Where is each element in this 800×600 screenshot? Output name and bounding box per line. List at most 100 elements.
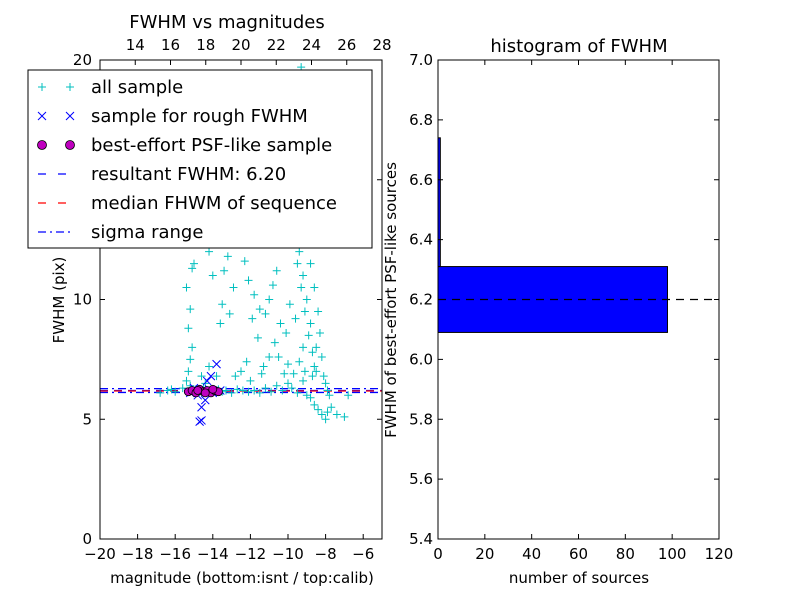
- legend-label: resultant FWHM: 6.20: [91, 164, 286, 185]
- legend-label: median FHWM of sequence: [91, 193, 337, 214]
- point-s0-56: [240, 257, 249, 266]
- point-s0-99: [218, 300, 227, 309]
- point-s0-123: [325, 391, 334, 400]
- point-s0-115: [306, 259, 315, 268]
- point-s0-63: [272, 266, 281, 275]
- point-s0-119: [317, 352, 326, 361]
- point-s0-39: [178, 384, 187, 393]
- histogram-xlabel: number of sources: [509, 569, 649, 587]
- xtick-label: −16: [159, 545, 191, 563]
- ytick-label: 0: [82, 530, 92, 548]
- point-s0-60: [261, 309, 270, 318]
- point-s0-133: [246, 376, 255, 385]
- point-s0-80: [308, 348, 317, 357]
- histogram-ylabel: FWHM of best-effort PSF-like sources: [382, 162, 400, 438]
- point-s0-10: [221, 386, 230, 395]
- point-s0-44: [184, 324, 193, 333]
- point-s0-94: [248, 314, 257, 323]
- point-s0-81: [310, 362, 319, 371]
- point-s0-121: [321, 379, 330, 388]
- point-s0-84: [302, 295, 311, 304]
- point-s0-135: [205, 362, 214, 371]
- point-s0-137: [197, 372, 206, 381]
- point-s0-28: [314, 405, 323, 414]
- point-s0-16: [255, 388, 264, 397]
- point-s0-93: [253, 333, 262, 342]
- point-s0-62: [268, 281, 277, 290]
- xtick-label: −18: [122, 545, 154, 563]
- hist-ytick-label: 5.6: [409, 470, 433, 488]
- legend-entry-4: median FHWM of sequence: [38, 193, 337, 214]
- top-tick-label: 14: [126, 36, 145, 54]
- ytick-label: 20: [73, 51, 92, 69]
- point-s0-98: [225, 309, 234, 318]
- hist-xtick-label: 0: [433, 545, 443, 563]
- point-s0-118: [315, 329, 324, 338]
- top-tick-label: 18: [196, 36, 215, 54]
- legend-entries: all sample sample for rough FWHM best-effo…: [37, 77, 337, 243]
- histogram-ticks: 0 20 40 60 80 100 120 5.4 5.6 5.8 6.0 6.2 6.4 6.6 6.8 7…: [409, 51, 733, 563]
- legend-entry-0: all sample: [38, 77, 183, 98]
- point-s0-53: [223, 252, 232, 261]
- legend-box: [27, 69, 373, 249]
- point-s0-52: [220, 266, 229, 275]
- point-s0-35: [344, 391, 353, 400]
- point-s0-92: [259, 362, 268, 371]
- point-s0-86: [291, 314, 300, 323]
- point-s1-1: [197, 416, 206, 425]
- xtick-label: −12: [235, 545, 267, 563]
- point-s1-4: [202, 376, 212, 386]
- point-s0-18: [267, 387, 276, 396]
- legend-entry-5: sigma range: [38, 222, 203, 243]
- point-s0-77: [297, 283, 306, 292]
- legend-label: sample for rough FWHM: [91, 106, 308, 127]
- point-s0-124: [312, 343, 321, 352]
- point-s0-40: [182, 376, 191, 385]
- point-s0-91: [265, 352, 274, 361]
- point-s0-17: [261, 384, 270, 393]
- point-s0-83: [306, 319, 315, 328]
- point-s0-22: [287, 384, 296, 393]
- point-s0-27: [310, 400, 319, 409]
- hist-xtick-label: 80: [616, 545, 635, 563]
- scatter-title: FWHM vs magnitudes: [129, 12, 324, 33]
- hist-ytick-label: 5.4: [409, 530, 433, 548]
- hist-xtick-label: 120: [705, 545, 734, 563]
- point-s1-6: [212, 359, 221, 369]
- point-s0-59: [255, 305, 264, 314]
- point-s0-29: [317, 410, 326, 419]
- point-s0-132: [257, 369, 266, 378]
- point-s0-57: [244, 276, 253, 285]
- point-s0-41: [184, 367, 193, 376]
- point-s0-37: [163, 386, 172, 395]
- point-s0-116: [310, 283, 319, 292]
- point-s0-46: [182, 283, 191, 292]
- point-s0-48: [190, 259, 198, 268]
- point-s0-31: [323, 408, 332, 417]
- hist-ytick-label: 6.4: [409, 231, 433, 249]
- point-s1-5: [206, 371, 216, 381]
- point-s0-49: [205, 247, 214, 256]
- point-s0-51: [216, 319, 225, 328]
- point-s0-87: [285, 300, 294, 309]
- hist-ytick-label: 7.0: [409, 51, 433, 69]
- ytick-label: 10: [73, 291, 92, 309]
- legend-label: all sample: [91, 77, 183, 98]
- point-s0-21: [284, 379, 292, 388]
- point-s0-78: [300, 307, 309, 316]
- histogram-panel: 0 20 40 60 80 100 120 5.4 5.6 5.8 6.0 6.2 6.4 6.6 6.8 7…: [382, 36, 733, 587]
- point-s0-89: [276, 319, 285, 328]
- top-tick-label: 28: [372, 36, 391, 54]
- legend-entry-2: best-effort PSF-like sample: [37, 135, 332, 156]
- hist-ytick-label: 6.2: [409, 291, 433, 309]
- legend-label: sigma range: [91, 222, 203, 243]
- point-s0-42: [186, 355, 195, 364]
- point-s0-88: [282, 329, 291, 338]
- xtick-label: −6: [352, 545, 374, 563]
- point-s0-32: [327, 403, 336, 412]
- point-s0-36: [156, 388, 165, 397]
- point-s0-34: [340, 412, 349, 421]
- point-s0-126: [300, 367, 309, 376]
- hist-ytick-label: 6.6: [409, 171, 433, 189]
